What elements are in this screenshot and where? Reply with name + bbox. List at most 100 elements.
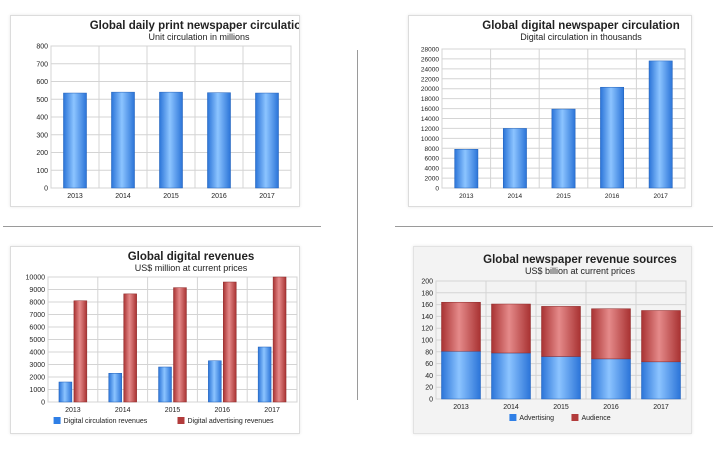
chart-revenue-sources: Global newspaper revenue sources US$ bil… — [421, 254, 687, 422]
chart-title: Global digital revenues — [128, 251, 255, 263]
chart-subtitle: Digital circulation in thousands — [520, 32, 642, 42]
y-tick-label: 10000 — [26, 275, 46, 282]
y-tick-label: 16000 — [421, 106, 439, 113]
y-tick-label: 180 — [421, 290, 433, 297]
y-tick-label: 20 — [425, 385, 433, 392]
bar-segment — [641, 310, 681, 363]
bar — [223, 281, 237, 403]
x-tick-label: 2015 — [553, 404, 569, 411]
y-tick-label: 2000 — [29, 375, 45, 382]
y-tick-label: 400 — [36, 115, 48, 122]
chart-title: Global newspaper revenue sources — [483, 254, 677, 266]
bar-segment — [541, 356, 581, 400]
chart-subtitle: US$ billion at current prices — [525, 266, 636, 276]
bar — [73, 300, 88, 403]
y-tick-label: 100 — [421, 338, 433, 345]
y-tick-label: 22000 — [421, 76, 439, 83]
y-tick-label: 20000 — [421, 86, 439, 93]
chart-panel-digital-circulation: Global digital newspaper circulation Dig… — [408, 15, 692, 207]
x-tick-label: 2017 — [653, 193, 668, 200]
bar — [58, 381, 73, 403]
bar-segment — [441, 301, 481, 352]
y-tick-label: 26000 — [421, 56, 439, 63]
y-tick-label: 8000 — [425, 146, 440, 153]
bar-segment — [491, 352, 531, 400]
x-tick-label: 2014 — [115, 193, 131, 200]
y-tick-label: 60 — [425, 361, 433, 368]
legend-swatch — [53, 417, 61, 424]
x-tick-label: 2017 — [259, 193, 275, 200]
y-tick-label: 18000 — [421, 96, 439, 103]
legend-label: Digital advertising revenues — [188, 418, 274, 425]
bar — [63, 92, 87, 189]
x-tick-label: 2017 — [264, 407, 280, 414]
y-tick-label: 9000 — [29, 287, 45, 294]
y-tick-label: 40 — [425, 373, 433, 380]
bar-segment — [441, 350, 481, 400]
x-tick-label: 2016 — [215, 407, 231, 414]
bar — [502, 128, 527, 189]
bar — [257, 346, 272, 403]
x-tick-label: 2015 — [163, 193, 179, 200]
bar — [600, 86, 625, 189]
bar-segment — [591, 358, 631, 400]
y-tick-label: 24000 — [421, 66, 439, 73]
chart-panel-digital-revenues: Global digital revenues US$ million at c… — [10, 246, 300, 434]
bar — [111, 91, 135, 189]
bar — [648, 60, 673, 189]
bar — [173, 287, 187, 403]
legend-label: Audience — [581, 415, 610, 422]
y-tick-label: 2000 — [425, 176, 440, 183]
x-tick-label: 2017 — [653, 404, 669, 411]
x-tick-label: 2015 — [556, 193, 571, 200]
y-tick-label: 7000 — [29, 312, 45, 319]
y-tick-label: 14000 — [421, 116, 439, 123]
bar — [255, 92, 279, 189]
y-tick-label: 0 — [435, 186, 439, 193]
chart-print-circulation: Global daily print newspaper circulation… — [36, 20, 299, 200]
y-tick-label: 100 — [36, 168, 48, 175]
bar — [207, 92, 231, 189]
bar-segment — [491, 303, 531, 354]
bar — [123, 293, 137, 403]
chart-subtitle: US$ million at current prices — [135, 263, 248, 273]
x-tick-label: 2013 — [459, 193, 474, 200]
y-tick-label: 4000 — [29, 350, 45, 357]
legend-swatch — [177, 417, 185, 424]
x-tick-label: 2013 — [65, 407, 81, 414]
horizontal-divider-left — [3, 226, 321, 227]
legend-label: Advertising — [519, 415, 554, 422]
x-tick-label: 2013 — [67, 193, 83, 200]
y-tick-label: 140 — [421, 314, 433, 321]
x-tick-label: 2016 — [603, 404, 619, 411]
chart-title: Global digital newspaper circulation — [482, 20, 679, 32]
y-tick-label: 6000 — [29, 325, 45, 332]
chart-title: Global daily print newspaper circulation — [90, 20, 299, 32]
y-tick-label: 700 — [36, 61, 48, 68]
y-tick-label: 200 — [36, 150, 48, 157]
bar — [272, 276, 287, 403]
bar — [108, 373, 122, 403]
y-tick-label: 160 — [421, 302, 433, 309]
y-tick-label: 120 — [421, 326, 433, 333]
x-tick-label: 2014 — [508, 193, 523, 200]
y-tick-label: 80 — [425, 349, 433, 356]
y-tick-label: 200 — [421, 279, 433, 286]
y-tick-label: 800 — [36, 44, 48, 51]
y-tick-label: 12000 — [421, 126, 439, 133]
x-tick-label: 2016 — [605, 193, 620, 200]
y-tick-label: 5000 — [29, 337, 45, 344]
y-tick-label: 4000 — [425, 166, 440, 173]
y-tick-label: 0 — [44, 186, 48, 193]
y-tick-label: 3000 — [29, 362, 45, 369]
x-tick-label: 2013 — [453, 404, 469, 411]
bar-segment — [641, 361, 681, 400]
y-tick-label: 0 — [429, 397, 433, 404]
vertical-divider — [357, 50, 358, 400]
y-tick-label: 8000 — [29, 300, 45, 307]
chart-subtitle: Unit circulation in millions — [148, 32, 250, 42]
chart-digital-revenues: Global digital revenues US$ million at c… — [26, 251, 298, 425]
y-tick-label: 0 — [41, 400, 45, 407]
chart-panel-revenue-sources: Global newspaper revenue sources US$ bil… — [413, 246, 692, 434]
x-tick-label: 2014 — [115, 407, 131, 414]
